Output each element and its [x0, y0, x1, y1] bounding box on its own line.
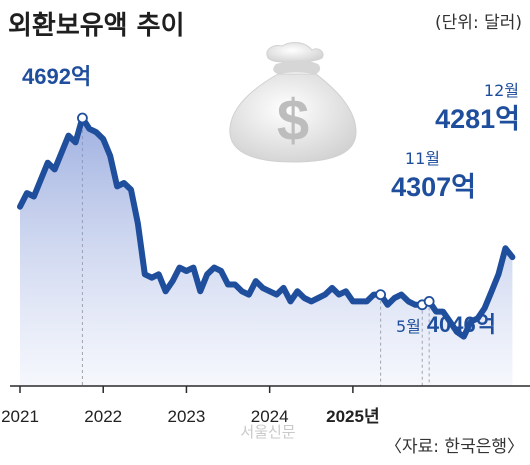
annotations: 4692억 5월 4046억 11월 4307억 12월 4281억 — [22, 64, 520, 337]
x-tick-label: 2024 — [251, 407, 289, 426]
annotation-value-label: 4281억 — [435, 104, 520, 134]
highlight-markers — [77, 112, 435, 311]
annotation-value-label: 4692억 — [22, 64, 91, 89]
watermark: 서울신문 — [240, 423, 295, 441]
x-tick-label: 2023 — [168, 407, 206, 426]
x-tick-label: 2025년 — [326, 407, 379, 426]
chart-title: 외환보유액 추이 — [8, 11, 185, 41]
annotation-marker — [423, 296, 435, 307]
annotation-value-label: 4046억 — [427, 312, 496, 337]
annotation-marker — [375, 289, 387, 301]
annotation-month-label: 12월 — [484, 81, 519, 100]
x-axis-tick-labels: 2021 2022 2023 2024 2025년 — [1, 407, 380, 426]
annotation-value-label: 4307억 — [391, 172, 476, 202]
source-label: 〈자료: 한국은행〉 — [385, 437, 524, 457]
unit-label: (단위: 달러) — [435, 13, 522, 33]
x-tick-label: 2021 — [1, 407, 39, 426]
money-bag-dollar-icon: $ — [229, 42, 357, 163]
annotation-marker — [77, 112, 88, 124]
x-axis-ticks — [19, 386, 354, 393]
dollar-sign-glyph: $ — [277, 88, 309, 153]
area-fill — [20, 118, 513, 386]
annotation-month-label: 11월 — [405, 149, 440, 168]
x-tick-label: 2022 — [84, 407, 122, 426]
annotation-month-label: 5월 — [396, 317, 421, 336]
